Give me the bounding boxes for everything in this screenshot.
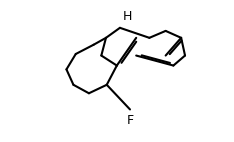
Text: F: F [126,114,134,127]
Text: H: H [123,11,132,23]
